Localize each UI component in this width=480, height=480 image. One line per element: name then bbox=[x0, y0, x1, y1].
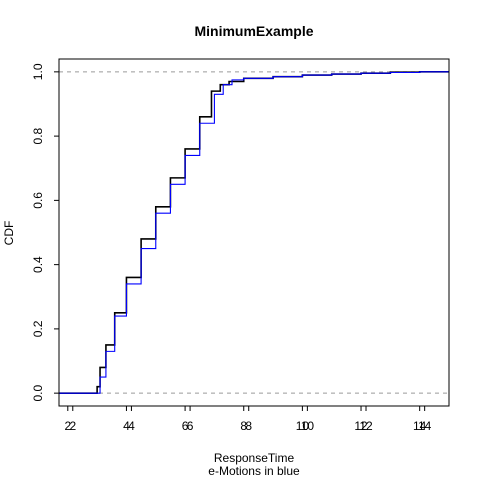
x-tick-label-b-2: 6 bbox=[187, 419, 194, 433]
y-tick-label-5: 1.0 bbox=[31, 63, 45, 80]
y-tick-label-4: 0.8 bbox=[31, 127, 45, 144]
y-axis-label: CDF bbox=[2, 221, 16, 246]
series-line-0 bbox=[59, 71, 449, 394]
series-line-1 bbox=[59, 71, 449, 394]
x-tick-label-a-6: 14 bbox=[413, 419, 427, 433]
y-tick-label-1: 0.2 bbox=[31, 320, 45, 337]
plot-area bbox=[59, 71, 449, 394]
x-tick-label-b-1: 4 bbox=[128, 419, 135, 433]
x-tick-label-a-1: 4 bbox=[123, 419, 130, 433]
y-axis: 0.0 0.2 0.4 0.6 0.8 1.0 bbox=[31, 63, 59, 401]
x-tick-label-a-5: 12 bbox=[354, 419, 368, 433]
x-tick-label-b-6: 14 bbox=[418, 419, 432, 433]
x-tick-label-b-5: 12 bbox=[359, 419, 373, 433]
x-tick-label-b-3: 8 bbox=[245, 419, 252, 433]
x-tick-label-a-3: 8 bbox=[240, 419, 247, 433]
y-tick-label-0: 0.0 bbox=[31, 384, 45, 401]
y-tick-label-2: 0.4 bbox=[31, 256, 45, 273]
plot-frame bbox=[58, 58, 450, 407]
x-tick-label-b-0: 2 bbox=[69, 419, 76, 433]
chart-title: MinimumExample bbox=[194, 23, 313, 39]
y-tick-label-3: 0.6 bbox=[31, 192, 45, 209]
x-axis-sublabel: e-Motions in blue bbox=[208, 464, 300, 478]
x-tick-label-a-0: 2 bbox=[64, 419, 71, 433]
x-axis-label: ResponseTime bbox=[214, 451, 295, 465]
x-tick-label-a-2: 6 bbox=[182, 419, 189, 433]
x-tick-label-a-4: 10 bbox=[296, 419, 310, 433]
x-tick-label-b-4: 10 bbox=[301, 419, 315, 433]
